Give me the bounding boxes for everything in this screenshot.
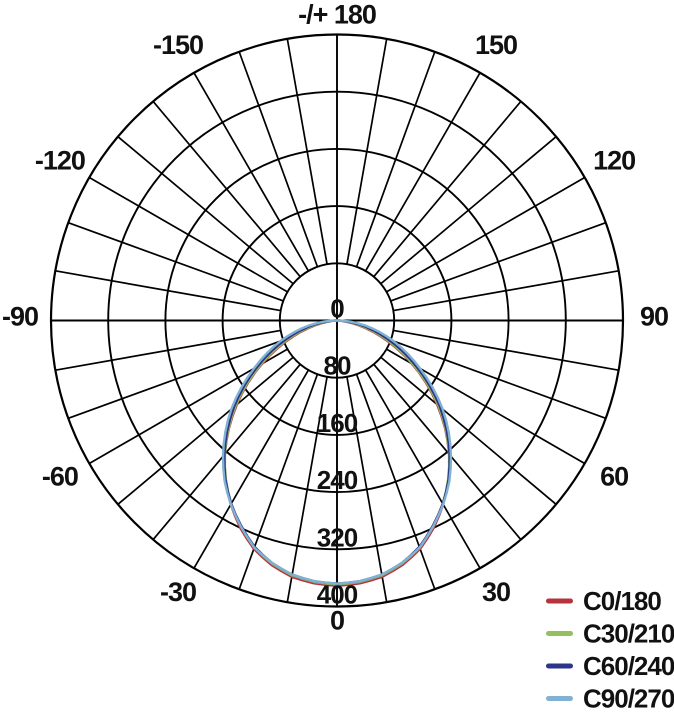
legend-item: C90/270 (546, 684, 674, 714)
angle-tick-label: -60 (42, 462, 78, 492)
r-axis-tick-label: 320 (317, 522, 358, 552)
grid-spoke (346, 376, 388, 603)
grid-spoke (286, 38, 328, 265)
grid-spoke (152, 100, 301, 278)
angle-tick-label: -120 (35, 146, 85, 176)
grid-spoke (373, 363, 522, 541)
r-axis-tick-label: 0 (330, 294, 344, 324)
angle-tick-label: 0 (330, 606, 344, 636)
legend-swatch (546, 631, 573, 636)
r-axis-tick-label: 240 (317, 465, 358, 495)
legend-label: C60/240 (583, 651, 674, 681)
legend-item: C60/240 (546, 651, 674, 681)
r-axis-tick-label: 400 (317, 580, 358, 610)
intensity-curves (221, 319, 453, 587)
grid-spoke (238, 51, 319, 268)
angle-tick-label: -/+ 180 (298, 0, 376, 30)
grid-spoke (117, 356, 294, 505)
grid-spoke (355, 373, 436, 590)
grid-spoke (355, 51, 436, 268)
grid-spoke (393, 269, 619, 312)
r-axis-tick-label: 80 (324, 351, 351, 381)
angle-tick-label: 30 (482, 577, 510, 607)
grid-spoke (364, 72, 481, 272)
grid-spoke (55, 329, 281, 372)
r-axis-tick-label: 160 (317, 408, 358, 438)
grid-spoke (286, 376, 328, 603)
grid-spoke (380, 356, 557, 505)
r-axis-labels: 0 80 160 240 320 400 (317, 294, 359, 610)
legend-swatch (546, 696, 573, 701)
grid-spoke (193, 72, 310, 272)
grid-spoke (346, 38, 388, 265)
angle-tick-label: 60 (600, 462, 628, 492)
angle-axis-labels: -/+ 180 -150 -120 -90 -60 -30 0 30 60 90 120 150 (2, 0, 669, 636)
grid-spoke (390, 339, 607, 420)
legend-label: C30/210 (583, 619, 674, 649)
grid-spoke (386, 176, 586, 293)
angle-tick-label: -30 (160, 577, 196, 607)
grid-spoke (380, 136, 557, 285)
legend-swatch (546, 663, 573, 669)
grid-spoke (67, 339, 284, 420)
grid-spoke (152, 363, 301, 541)
grid-spoke (117, 136, 294, 285)
polar-grid (49, 33, 625, 608)
legend-item: C0/180 (546, 586, 662, 616)
grid-spoke (238, 373, 319, 590)
grid-spoke (364, 369, 481, 569)
legend-item: C30/210 (546, 619, 674, 649)
angle-tick-label: 150 (475, 30, 517, 60)
angle-tick-label: 120 (593, 146, 635, 176)
grid-spoke (390, 221, 607, 302)
angle-tick-label: -150 (153, 30, 203, 60)
grid-spoke (67, 221, 284, 302)
grid-spoke (55, 269, 281, 312)
legend-label: C90/270 (583, 684, 674, 714)
legend-swatch (546, 598, 573, 604)
angle-tick-label: 90 (640, 302, 668, 332)
curve-C90-270 (221, 319, 453, 585)
grid-spoke (88, 176, 288, 293)
angle-tick-label: -90 (2, 302, 38, 332)
grid-spoke (193, 369, 310, 569)
grid-spoke (373, 100, 522, 278)
legend-label: C0/180 (583, 586, 661, 616)
grid-spoke (393, 329, 619, 372)
